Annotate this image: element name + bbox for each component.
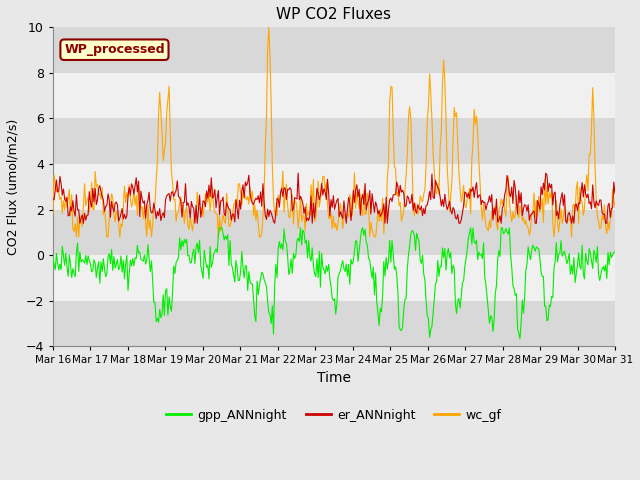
Bar — [53, 27, 615, 73]
Bar — [53, 73, 615, 119]
Bar — [53, 164, 615, 210]
Bar — [53, 255, 615, 300]
Title: WP CO2 Fluxes: WP CO2 Fluxes — [276, 7, 392, 22]
Y-axis label: CO2 Flux (umol/m2/s): CO2 Flux (umol/m2/s) — [7, 119, 20, 255]
Bar — [53, 300, 615, 346]
Bar — [53, 210, 615, 255]
Legend: gpp_ANNnight, er_ANNnight, wc_gf: gpp_ANNnight, er_ANNnight, wc_gf — [161, 404, 506, 427]
Text: WP_processed: WP_processed — [64, 43, 164, 56]
Bar — [53, 119, 615, 164]
X-axis label: Time: Time — [317, 371, 351, 385]
